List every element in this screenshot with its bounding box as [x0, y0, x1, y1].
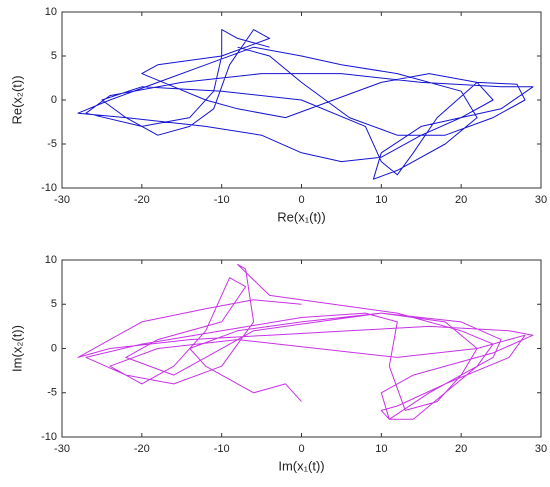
x-tick-label: -10: [214, 443, 230, 455]
x-tick-label: -20: [134, 194, 150, 206]
trajectory: [77, 29, 534, 180]
x-tick-label: -10: [214, 194, 230, 206]
y-tick-label: 0: [51, 94, 57, 106]
x-tick-label: 10: [375, 443, 387, 455]
y-tick-label: -5: [47, 387, 57, 399]
plot-area: [62, 260, 541, 437]
trajectory: [77, 263, 534, 420]
x-axis-label: Re(x₁(t)): [277, 209, 325, 224]
y-tick-label: -5: [47, 138, 57, 150]
y-tick-label: 5: [51, 50, 57, 62]
y-tick-label: 0: [51, 342, 57, 354]
x-tick-label: -20: [134, 443, 150, 455]
x-tick-label: 20: [455, 194, 467, 206]
x-tick-label: 0: [298, 194, 304, 206]
x-axis-label: Im(x₁(t)): [278, 458, 324, 473]
x-tick-label: 10: [375, 194, 387, 206]
y-tick-label: 10: [45, 254, 57, 266]
y-tick-label: -10: [41, 431, 57, 443]
x-tick-label: 30: [535, 443, 547, 455]
y-tick-label: 10: [45, 6, 57, 18]
x-tick-label: 30: [535, 194, 547, 206]
y-axis-label: Im(x₂(t)): [9, 325, 24, 372]
y-tick-label: 5: [51, 298, 57, 310]
y-tick-label: -10: [41, 182, 57, 194]
x-tick-label: 20: [455, 443, 467, 455]
y-axis-label: Re(x₂(t)): [9, 75, 24, 124]
x-tick-label: -30: [54, 443, 70, 455]
x-tick-label: 0: [298, 443, 304, 455]
x-tick-label: -30: [54, 194, 70, 206]
